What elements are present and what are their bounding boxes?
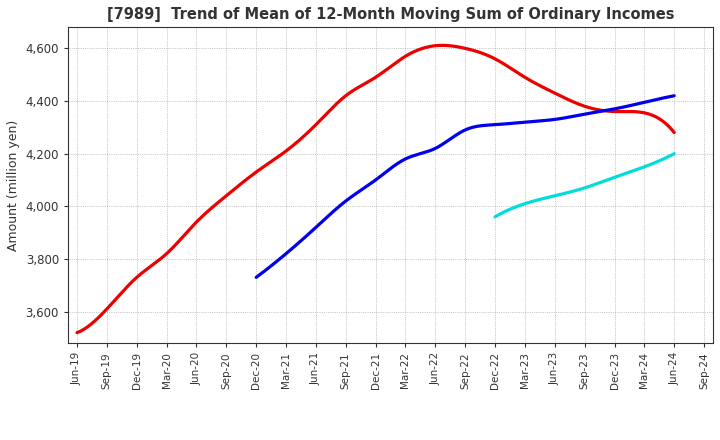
3 Years (616, 109, 625, 114)
3 Years (75, 329, 84, 334)
5 Years (500, 121, 508, 127)
3 Years (440, 43, 449, 48)
5 Years (604, 107, 613, 113)
Y-axis label: Amount (million yen): Amount (million yen) (7, 120, 20, 251)
5 Years (252, 275, 261, 280)
5 Years (670, 93, 678, 99)
3 Years (438, 43, 447, 48)
7 Years (597, 180, 606, 185)
5 Years (631, 102, 639, 107)
7 Years (642, 164, 650, 169)
Line: 5 Years: 5 Years (256, 96, 674, 277)
3 Years (578, 103, 587, 108)
5 Years (508, 121, 516, 126)
7 Years (670, 151, 678, 156)
Line: 3 Years: 3 Years (77, 45, 674, 333)
3 Years (426, 44, 435, 49)
7 Years (598, 180, 606, 185)
3 Years (73, 330, 81, 335)
3 Years (428, 44, 437, 49)
7 Years (653, 159, 662, 164)
7 Years (491, 214, 500, 219)
5 Years (253, 274, 262, 279)
Line: 7 Years: 7 Years (495, 154, 674, 217)
7 Years (600, 178, 609, 183)
3 Years (670, 130, 678, 135)
7 Years (491, 214, 500, 220)
Title: [7989]  Trend of Mean of 12-Month Moving Sum of Ordinary Incomes: [7989] Trend of Mean of 12-Month Moving … (107, 7, 675, 22)
5 Years (500, 121, 509, 127)
